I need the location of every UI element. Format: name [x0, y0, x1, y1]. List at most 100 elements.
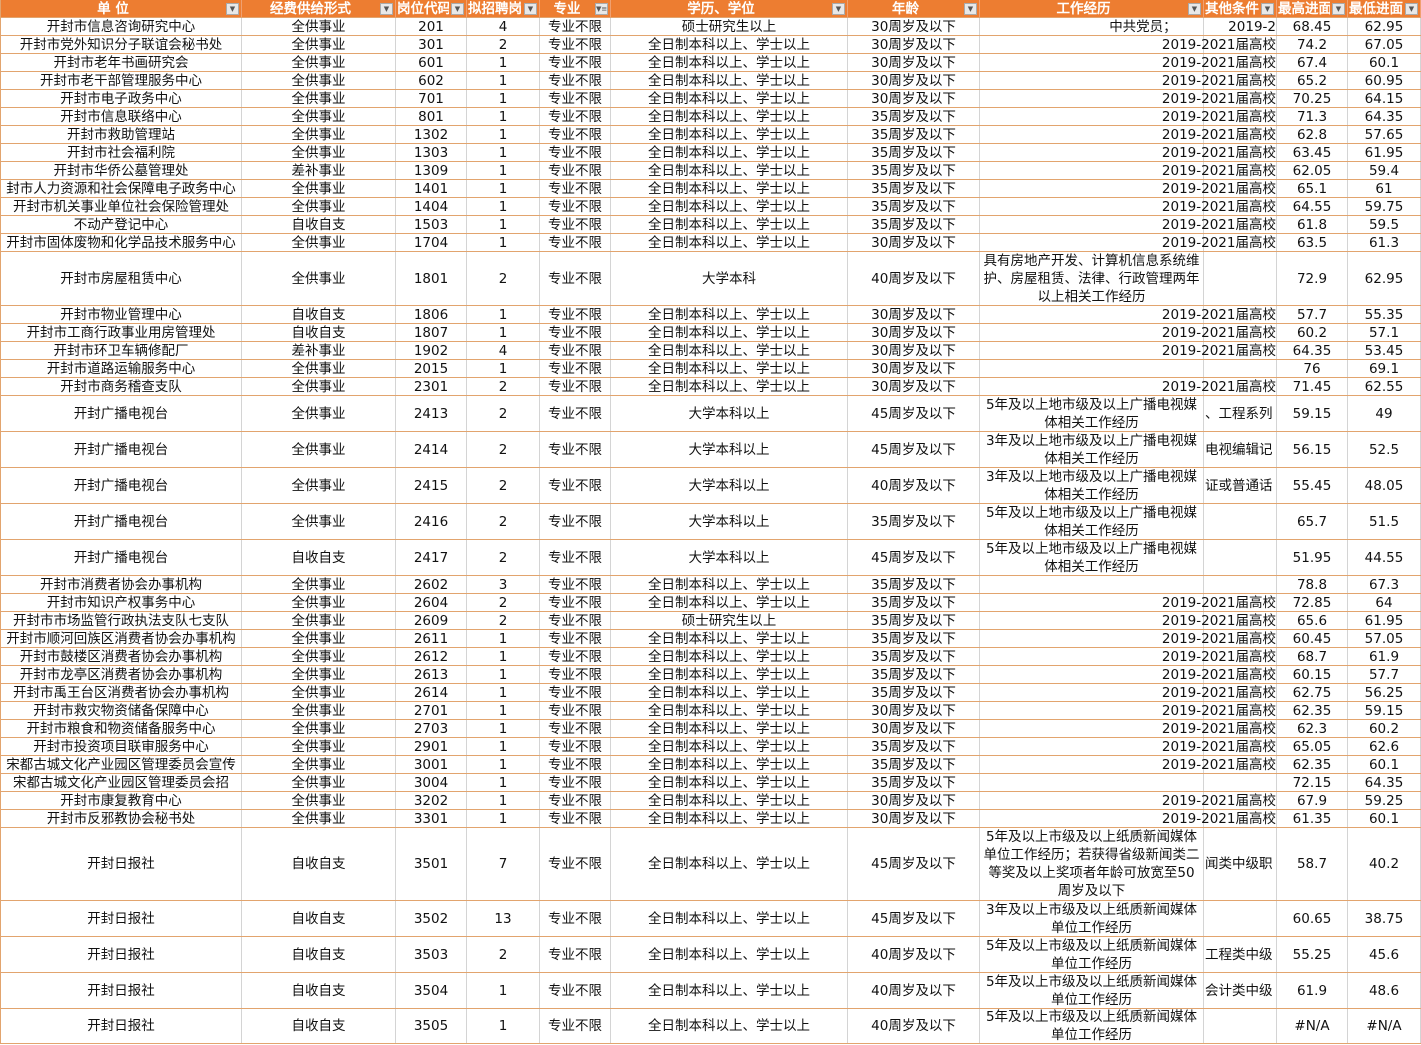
cell-education[interactable]: 全日制本科以上、学士以上 — [611, 828, 848, 900]
cell-other[interactable]: 2019-2021届高校 — [1162, 108, 1277, 125]
cell-hires[interactable]: 1 — [467, 1009, 540, 1043]
cell-unit[interactable]: 开封市反邪教协会秘书处 — [0, 810, 242, 827]
cell-max-score[interactable]: 61.8 — [1277, 216, 1348, 233]
cell-unit[interactable]: 开封市投资项目联审服务中心 — [0, 738, 242, 755]
cell-unit[interactable]: 开封市信息联络中心 — [0, 108, 242, 125]
cell-major[interactable]: 专业不限 — [540, 216, 611, 233]
cell-education[interactable]: 大学本科 — [611, 252, 848, 305]
cell-other[interactable]: 2019-2021届高校 — [1162, 378, 1277, 395]
cell-experience[interactable]: 3年及以上市级及以上纸质新闻媒体单位工作经历 — [980, 901, 1204, 936]
cell-max-score[interactable]: 61.35 — [1277, 810, 1348, 827]
cell-min-score[interactable]: 61.3 — [1348, 234, 1421, 251]
cell-hires[interactable]: 1 — [467, 144, 540, 161]
cell-unit[interactable]: 开封市老年书画研究会 — [0, 54, 242, 71]
cell-hires[interactable]: 2 — [467, 594, 540, 611]
cell-min-score[interactable]: 61.95 — [1348, 612, 1421, 629]
cell-funding[interactable]: 全供事业 — [242, 180, 396, 197]
cell-other[interactable]: 2019-2021届高校 — [1162, 36, 1277, 53]
cell-age[interactable]: 30周岁及以下 — [848, 792, 980, 809]
cell-hires[interactable]: 2 — [467, 396, 540, 431]
cell-education[interactable]: 硕士研究生以上 — [611, 612, 848, 629]
cell-max-score[interactable]: 51.95 — [1277, 540, 1348, 575]
cell-major[interactable]: 专业不限 — [540, 684, 611, 701]
cell-other[interactable]: 2019-2021届高校 — [1162, 180, 1277, 197]
cell-other[interactable]: 2019-2021届高校 — [1162, 162, 1277, 179]
cell-unit[interactable]: 开封市工商行政事业用房管理处 — [0, 324, 242, 341]
cell-hires[interactable]: 1 — [467, 162, 540, 179]
cell-hires[interactable]: 1 — [467, 973, 540, 1008]
cell-age[interactable]: 45周岁及以下 — [848, 396, 980, 431]
cell-post-code[interactable]: 3202 — [396, 792, 467, 809]
cell-post-code[interactable]: 1801 — [396, 252, 467, 305]
cell-other[interactable]: 中共党员； 2019-2 — [1109, 18, 1277, 35]
cell-hires[interactable]: 1 — [467, 108, 540, 125]
cell-age[interactable]: 35周岁及以下 — [848, 630, 980, 647]
cell-hires[interactable]: 1 — [467, 666, 540, 683]
cell-other[interactable]: 闻类中级职 — [1204, 828, 1277, 900]
cell-min-score[interactable]: 56.25 — [1348, 684, 1421, 701]
cell-funding[interactable]: 全供事业 — [242, 36, 396, 53]
cell-post-code[interactable]: 1309 — [396, 162, 467, 179]
cell-education[interactable]: 全日制本科以上、学士以上 — [611, 144, 848, 161]
cell-major[interactable]: 专业不限 — [540, 702, 611, 719]
cell-hires[interactable]: 1 — [467, 216, 540, 233]
cell-major[interactable]: 专业不限 — [540, 1009, 611, 1043]
cell-post-code[interactable]: 2301 — [396, 378, 467, 395]
cell-max-score[interactable]: 60.15 — [1277, 666, 1348, 683]
cell-hires[interactable]: 1 — [467, 684, 540, 701]
cell-hires[interactable]: 1 — [467, 324, 540, 341]
cell-experience[interactable] — [980, 306, 1204, 323]
cell-funding[interactable]: 全供事业 — [242, 18, 396, 35]
cell-age[interactable]: 45周岁及以下 — [848, 432, 980, 467]
cell-unit[interactable]: 开封市顺河回族区消费者协会办事机构 — [0, 630, 242, 647]
cell-max-score[interactable]: 65.1 — [1277, 180, 1348, 197]
cell-unit[interactable]: 开封市鼓楼区消费者协会办事机构 — [0, 648, 242, 665]
cell-hires[interactable]: 3 — [467, 576, 540, 593]
cell-funding[interactable]: 全供事业 — [242, 666, 396, 683]
cell-age[interactable]: 40周岁及以下 — [848, 973, 980, 1008]
cell-min-score[interactable]: 69.1 — [1348, 360, 1421, 377]
cell-experience[interactable] — [980, 180, 1204, 197]
cell-max-score[interactable]: 65.2 — [1277, 72, 1348, 89]
cell-major[interactable]: 专业不限 — [540, 126, 611, 143]
cell-post-code[interactable]: 801 — [396, 108, 467, 125]
cell-hires[interactable]: 1 — [467, 54, 540, 71]
cell-funding[interactable]: 自收自支 — [242, 828, 396, 900]
header-major[interactable]: 专业 ▼≡ — [540, 0, 611, 17]
cell-education[interactable]: 全日制本科以上、学士以上 — [611, 108, 848, 125]
cell-min-score[interactable]: 59.5 — [1348, 216, 1421, 233]
cell-unit[interactable]: 开封市商务稽查支队 — [0, 378, 242, 395]
cell-hires[interactable]: 1 — [467, 630, 540, 647]
cell-max-score[interactable]: 62.8 — [1277, 126, 1348, 143]
cell-major[interactable]: 专业不限 — [540, 72, 611, 89]
cell-major[interactable]: 专业不限 — [540, 973, 611, 1008]
cell-min-score[interactable]: 61 — [1348, 180, 1421, 197]
cell-age[interactable]: 40周岁及以下 — [848, 937, 980, 972]
cell-min-score[interactable]: 61.95 — [1348, 144, 1421, 161]
header-other[interactable]: 其他条件 ▼ — [1204, 0, 1277, 17]
cell-education[interactable]: 全日制本科以上、学士以上 — [611, 54, 848, 71]
cell-unit[interactable]: 不动产登记中心 — [0, 216, 242, 233]
cell-age[interactable]: 35周岁及以下 — [848, 180, 980, 197]
cell-age[interactable]: 30周岁及以下 — [848, 306, 980, 323]
header-unit[interactable]: 单 位 ▼ — [0, 0, 242, 17]
dropdown-arrow-icon[interactable]: ▼ — [451, 3, 464, 15]
cell-max-score[interactable]: #N/A — [1277, 1009, 1348, 1043]
cell-major[interactable]: 专业不限 — [540, 774, 611, 791]
cell-experience[interactable] — [980, 54, 1204, 71]
cell-education[interactable]: 全日制本科以上、学士以上 — [611, 1009, 848, 1043]
cell-unit[interactable]: 开封市党外知识分子联谊会秘书处 — [0, 36, 242, 53]
cell-unit[interactable]: 开封日报社 — [0, 901, 242, 936]
cell-max-score[interactable]: 65.05 — [1277, 738, 1348, 755]
cell-min-score[interactable]: 60.1 — [1348, 54, 1421, 71]
cell-max-score[interactable]: 62.35 — [1277, 756, 1348, 773]
cell-max-score[interactable]: 60.65 — [1277, 901, 1348, 936]
cell-age[interactable]: 35周岁及以下 — [848, 504, 980, 539]
cell-post-code[interactable]: 2416 — [396, 504, 467, 539]
cell-experience[interactable] — [980, 342, 1204, 359]
cell-unit[interactable]: 开封市粮食和物资储备服务中心 — [0, 720, 242, 737]
cell-other[interactable] — [1204, 252, 1277, 305]
cell-max-score[interactable]: 64.55 — [1277, 198, 1348, 215]
cell-age[interactable]: 45周岁及以下 — [848, 901, 980, 936]
cell-major[interactable]: 专业不限 — [540, 666, 611, 683]
